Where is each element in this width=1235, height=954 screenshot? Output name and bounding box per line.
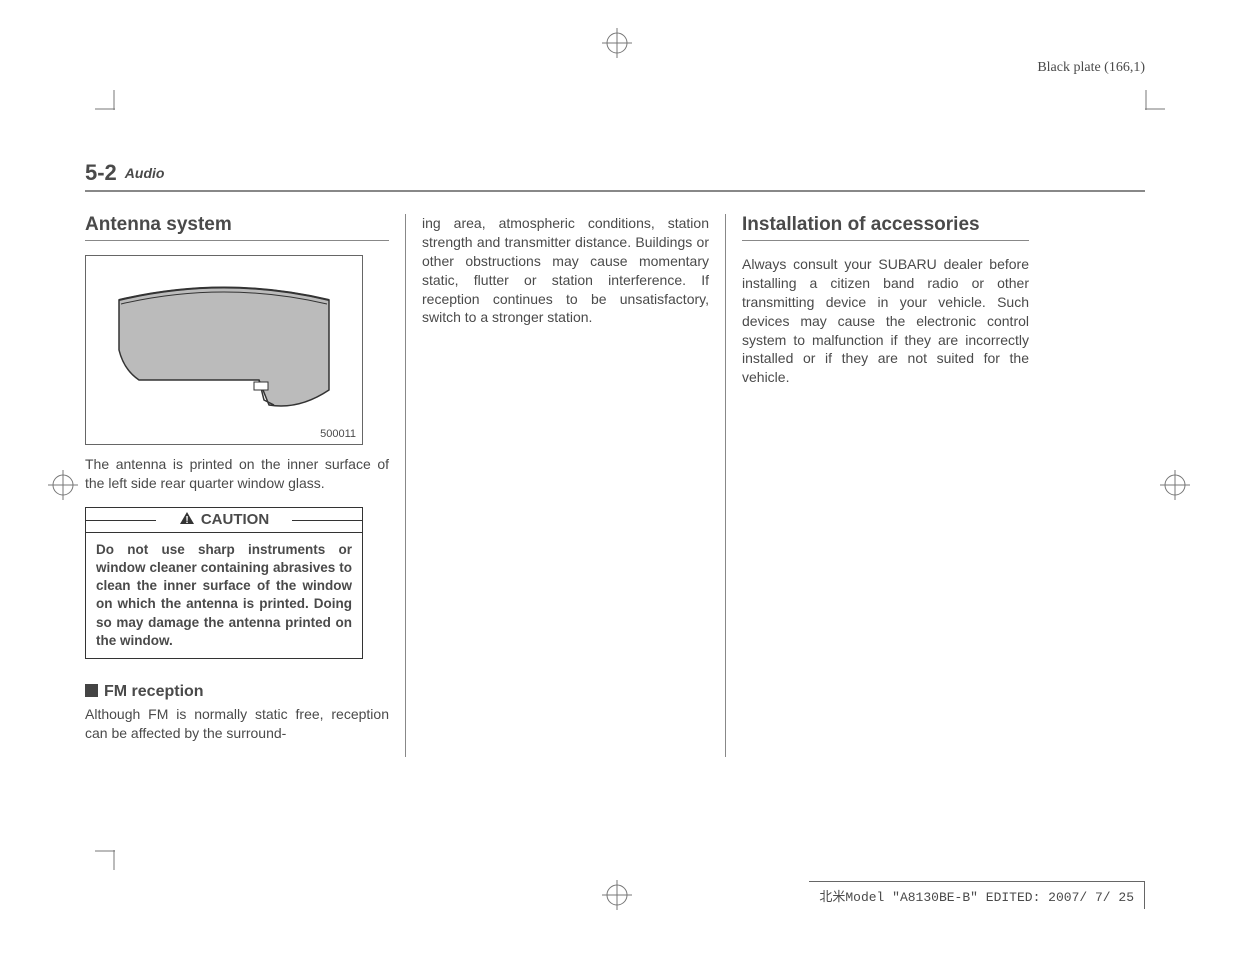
window-illustration [99,270,349,430]
section-antenna-system: Antenna system [85,214,389,241]
header-rule [85,190,1145,192]
section-installation: Installation of accessories [742,214,1029,241]
caution-box: ! CAUTION Do not use sharp instruments o… [85,507,363,659]
caution-label: CAUTION [201,511,269,528]
fm-reception-heading: FM reception [85,683,389,701]
reg-mark-right [1160,470,1190,505]
caution-text: Do not use sharp instruments or window c… [86,533,362,658]
fm-heading-text: FM reception [104,683,204,700]
column-3: Installation of accessories Always consu… [725,214,1045,757]
column-2: ing area, atmospheric conditions, statio… [405,214,725,757]
svg-text:!: ! [185,515,188,525]
fm-reception-continued: ing area, atmospheric conditions, statio… [422,214,709,327]
crop-bl [95,850,125,880]
chapter-title: Audio [125,165,165,181]
figure-id: 500011 [320,428,356,440]
warning-icon: ! [179,511,195,529]
column-1: Antenna system 500011 The antenna is pri… [85,214,405,757]
footer-model-info: 北米Model "A8130BE-B" EDITED: 2007/ 7/ 25 [809,881,1145,909]
figure-rear-window: 500011 [85,255,363,445]
installation-text: Always consult your SUBARU dealer before… [742,255,1029,387]
antenna-description: The antenna is printed on the inner surf… [85,455,389,493]
fm-reception-text: Although FM is normally static free, rec… [85,705,389,743]
content-columns: Antenna system 500011 The antenna is pri… [85,214,1145,757]
square-bullet-icon [85,684,98,697]
reg-mark-left [48,470,78,505]
caution-header: ! CAUTION [86,508,362,533]
page-header: 5-2 Audio [85,160,1145,186]
reg-mark-bottom [602,880,632,915]
plate-label: Black plate (166,1) [1037,60,1145,76]
page: Black plate (166,1) 5-2 Audio Antenna sy… [85,40,1145,757]
page-number: 5-2 [85,160,117,186]
